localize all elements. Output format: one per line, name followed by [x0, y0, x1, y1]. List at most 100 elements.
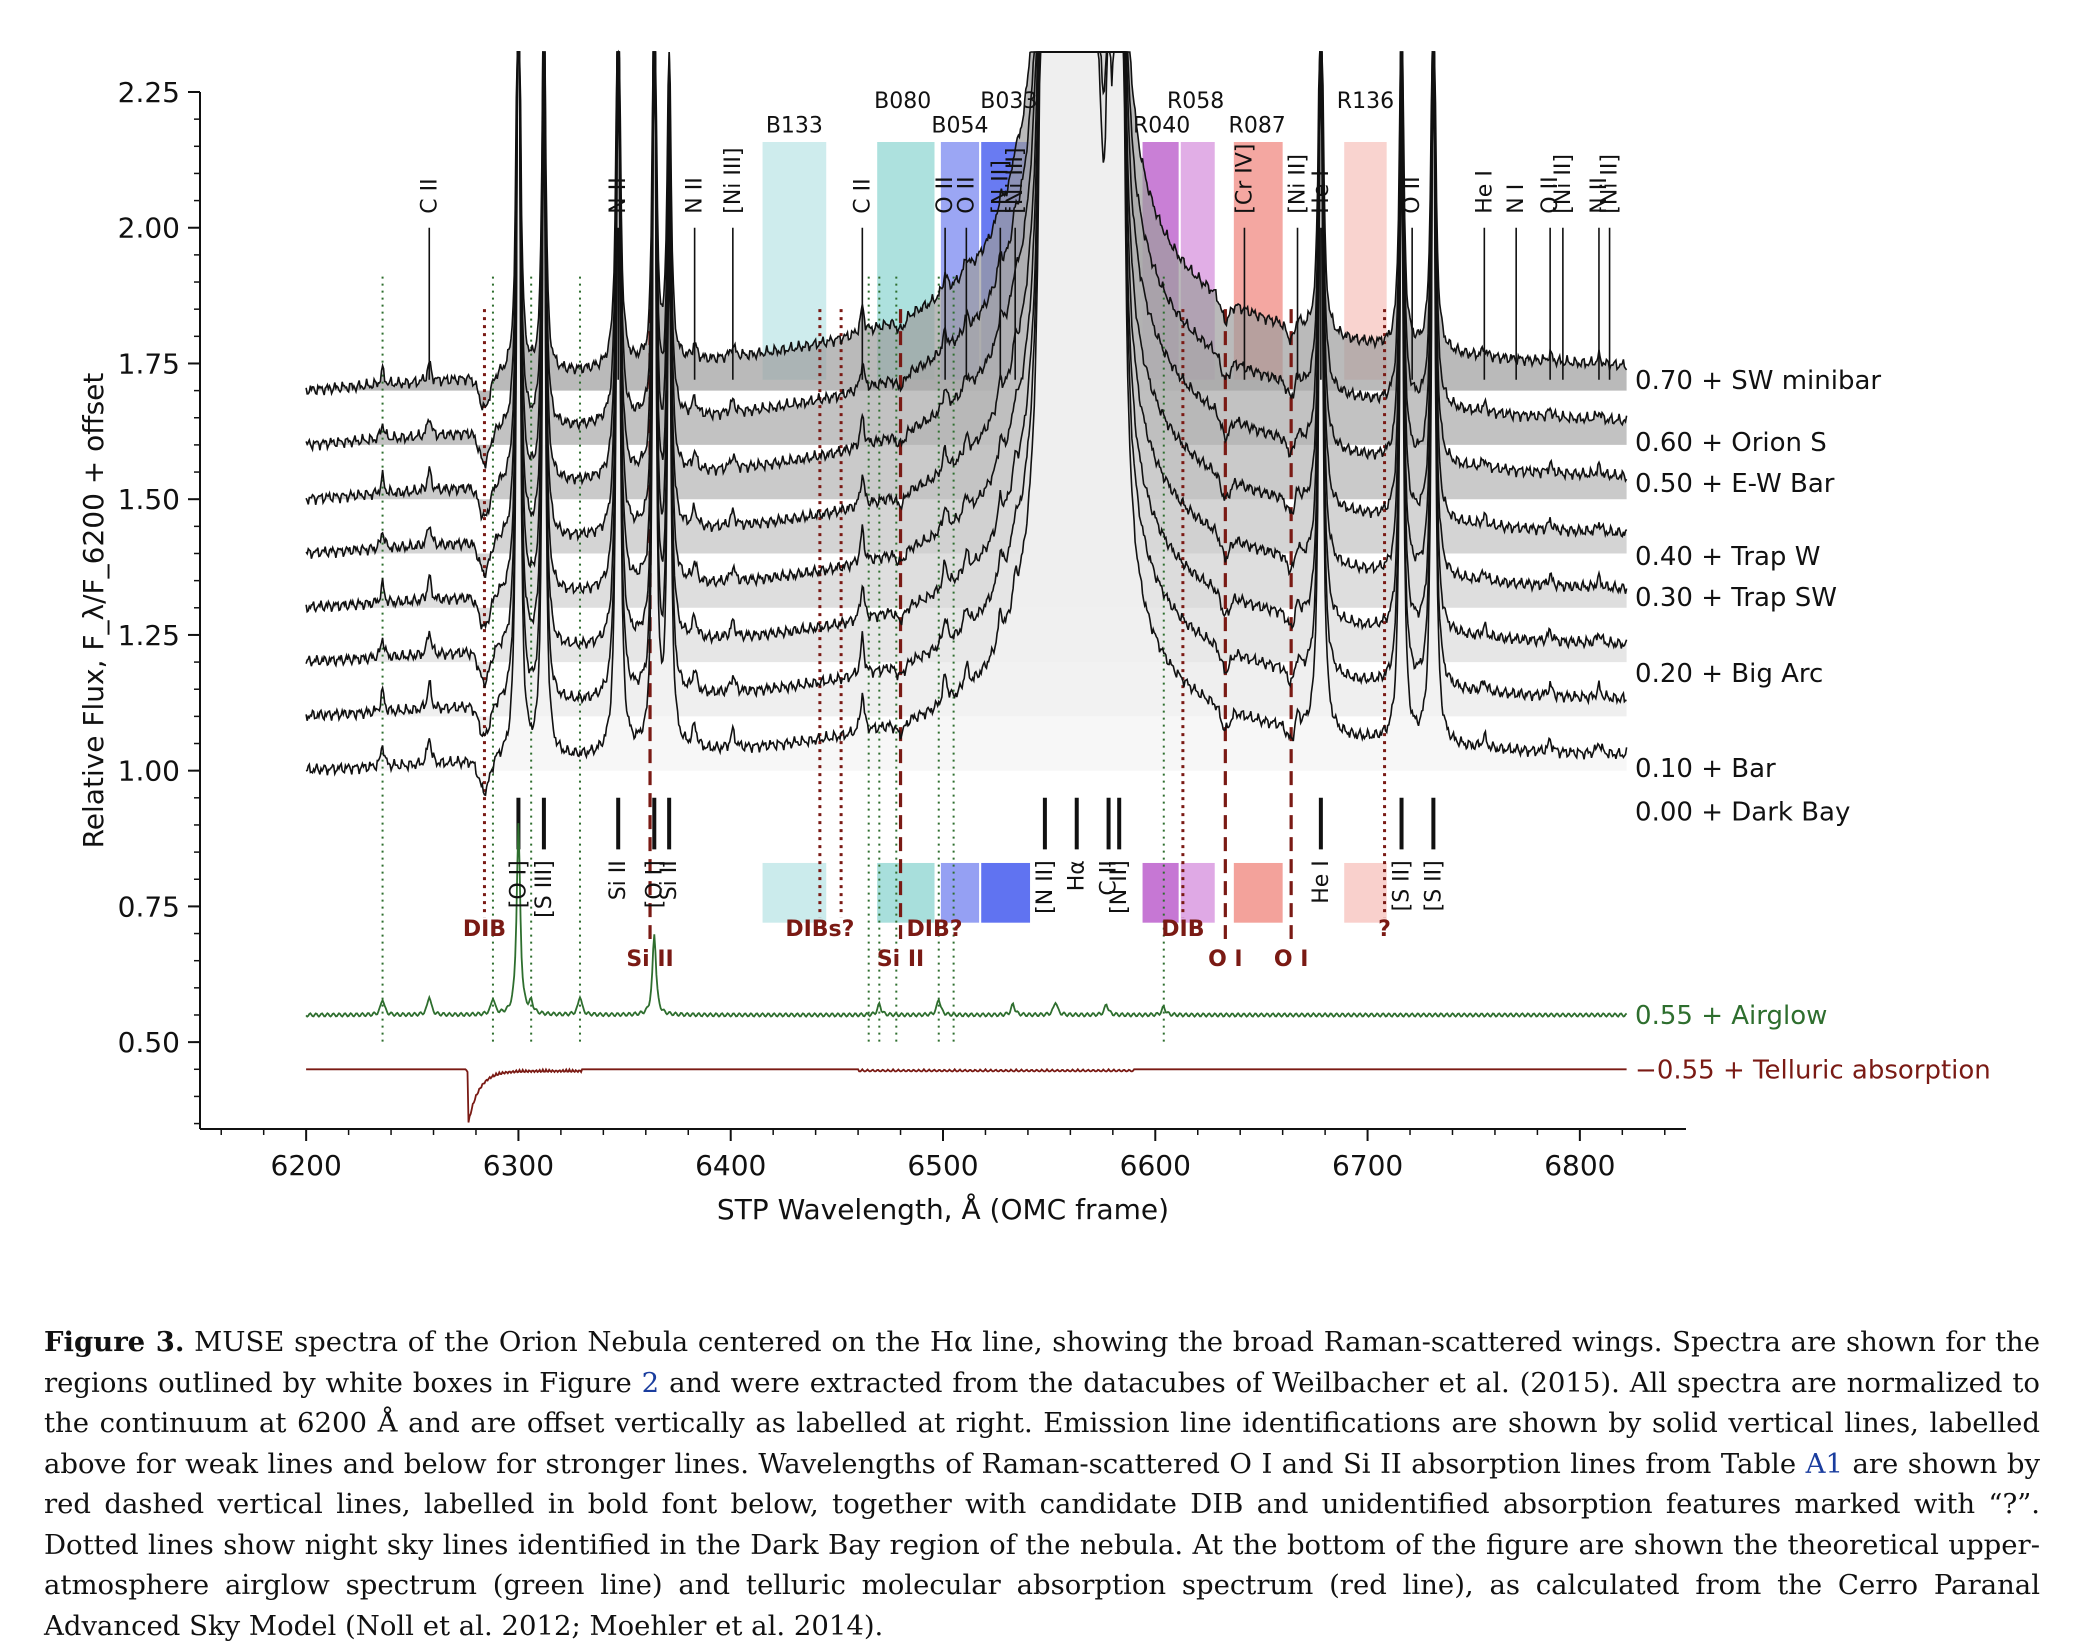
series-label-7: 0.00 + Dark Bay: [1635, 797, 1850, 827]
band-lower-b133: [762, 862, 827, 923]
series-label-5: 0.20 + Big Arc: [1635, 659, 1823, 689]
band-label-r087: R087: [1229, 114, 1286, 139]
weak-line-label-6: O II: [954, 176, 979, 213]
weak-line-label-10: [Ni II]: [1286, 154, 1311, 214]
strong-line-label-11: [S II]: [1421, 860, 1446, 911]
weak-line-label-5: O II: [933, 176, 958, 213]
absorption-label-3: Si II: [877, 947, 924, 972]
axes-layer: 6200 6300 6400 6500 6600 6700 6800 0.50 0.75 1.00…: [77, 76, 1686, 1226]
absorption-label-4: DIB?: [907, 917, 963, 942]
spectrum-line-4: [305, 51, 1628, 630]
x-tick-label-0: 6200: [271, 1149, 342, 1182]
weak-line-label-9: [Cr IV]: [1232, 144, 1257, 214]
band-lower-r087: [1233, 862, 1283, 923]
band-lower-r040: [1142, 862, 1179, 923]
spectrum-line-3: [305, 49, 1628, 578]
strong-line-label-5: [N II]: [1033, 860, 1058, 914]
y-tick-label-0: 0.50: [118, 1026, 180, 1059]
absorption-label-6: O I: [1208, 947, 1243, 972]
series-label-2: 0.50 + E-W Bar: [1635, 469, 1835, 499]
strong-line-label-8: [N II]: [1107, 860, 1132, 914]
strong-line-label-3: [O I]: [642, 860, 667, 908]
weak-line-label-12: O II: [1400, 176, 1425, 213]
band-lower-b080: [877, 862, 935, 923]
band-label-r058: R058: [1167, 89, 1224, 114]
weak-line-label-7: [N II]: [988, 160, 1013, 214]
band-label-b133: B133: [766, 114, 823, 139]
x-tick-label-5: 6700: [1332, 1149, 1403, 1182]
y-tick-label-7: 2.25: [118, 76, 180, 109]
wing-fill-2: [306, 52, 1627, 519]
absorption-label-2: DIBs?: [785, 917, 854, 942]
strong-line-label-10: [S II]: [1390, 860, 1415, 911]
strong-line-label-1: [S III]: [532, 860, 557, 918]
series-layer: [305, 49, 1628, 1123]
strong-line-label-7: C II: [1097, 860, 1122, 895]
weak-line-label-15: O II: [1538, 176, 1563, 213]
y-tick-label-2: 1.00: [118, 755, 180, 788]
strong-line-label-6: Hα: [1065, 860, 1090, 891]
series-label-1: 0.60 + Orion S: [1635, 428, 1827, 458]
spectra-figure: C II N II N II [Ni III] C II O II O II [N II] [N…: [77, 49, 1991, 1226]
band-lower-b033: [981, 862, 1031, 923]
x-tick-label-1: 6300: [483, 1149, 554, 1182]
absorption-label-5: DIB: [1161, 917, 1204, 942]
strong-line-label-2: Si II: [606, 860, 631, 900]
y-tick-label-3: 1.25: [118, 619, 180, 652]
weak-line-label-4: C II: [850, 178, 875, 213]
band-label-r136: R136: [1337, 89, 1394, 114]
y-tick-label-6: 2.00: [118, 212, 180, 245]
spectrum-line-2: [305, 51, 1628, 522]
weak-line-label-3: [Ni III]: [721, 148, 746, 214]
caption-label: Figure 3.: [44, 1326, 185, 1358]
spectrum-line-0: [305, 51, 1628, 411]
label-layer: C II N II N II [Ni III] C II O IIO II [N II][N…: [417, 89, 1991, 1085]
telluric-label: −0.55 + Telluric absorption: [1635, 1055, 1991, 1085]
caption-text-1: MUSE spectra of the Orion Nebula centere…: [44, 1326, 2040, 1399]
y-tick-label-1: 0.75: [118, 890, 180, 923]
band-label-r040: R040: [1133, 114, 1190, 139]
series-label-4: 0.30 + Trap SW: [1635, 583, 1837, 613]
absorption-label-8: ?: [1378, 917, 1391, 942]
weak-line-label-17: N II: [1587, 177, 1612, 213]
weak-line-label-8: [Ni III]: [1003, 148, 1028, 214]
telluric-line: [306, 1067, 1627, 1123]
figure-caption: Figure 3. MUSE spectra of the Orion Nebu…: [44, 1322, 2040, 1646]
strong-line-label-0: [O I]: [506, 860, 531, 908]
y-axis-label: Relative Flux, F_λ/F_6200 + offset: [77, 373, 110, 849]
spectrum-line-7: [305, 51, 1628, 797]
y-tick-label-4: 1.50: [118, 483, 180, 516]
absorption-label-0: DIB: [463, 917, 506, 942]
series-label-0: 0.70 + SW minibar: [1635, 366, 1881, 396]
weak-line-label-14: N I: [1504, 184, 1529, 214]
band-label-b080: B080: [874, 89, 931, 114]
y-tick-label-5: 1.75: [118, 347, 180, 380]
weak-line-label-2: N II: [683, 177, 708, 213]
absorption-label-7: O I: [1274, 947, 1309, 972]
x-tick-label-3: 6500: [907, 1149, 978, 1182]
spectrum-line-5: [305, 51, 1628, 689]
wing-fill-5: [306, 52, 1627, 688]
wing-fill-4: [306, 52, 1627, 630]
band-label-b033: B033: [980, 89, 1037, 114]
band-label-b054: B054: [931, 114, 988, 139]
series-label-3: 0.40 + Trap W: [1635, 542, 1820, 572]
band-lower-r058: [1180, 862, 1215, 923]
band-lower-b054: [940, 862, 980, 923]
band-lower-r136: [1344, 862, 1387, 923]
weak-line-label-0: C II: [417, 178, 442, 213]
chart-svg: C II N II N II [Ni III] C II O IIO II [N II][N…: [77, 49, 1991, 1226]
caption-figure-link[interactable]: 2: [641, 1366, 660, 1399]
weak-line-label-18: [Ni II]: [1598, 154, 1623, 214]
weak-line-label-13: He I: [1472, 170, 1497, 214]
absorption-label-1: Si II: [626, 947, 673, 972]
strong-line-label-9: He I: [1309, 860, 1334, 904]
weak-line-label-11: He I: [1309, 170, 1334, 214]
caption-table-link[interactable]: A1: [1805, 1447, 1843, 1480]
weak-line-label-16: [Ni II]: [1551, 154, 1576, 214]
strong-line-label-4: Si II: [657, 860, 682, 900]
airglow-line: [305, 823, 1628, 1018]
x-tick-label-2: 6400: [695, 1149, 766, 1182]
series-label-6: 0.10 + Bar: [1635, 754, 1776, 784]
x-axis-label: STP Wavelength, Å (OMC frame): [717, 1192, 1169, 1226]
